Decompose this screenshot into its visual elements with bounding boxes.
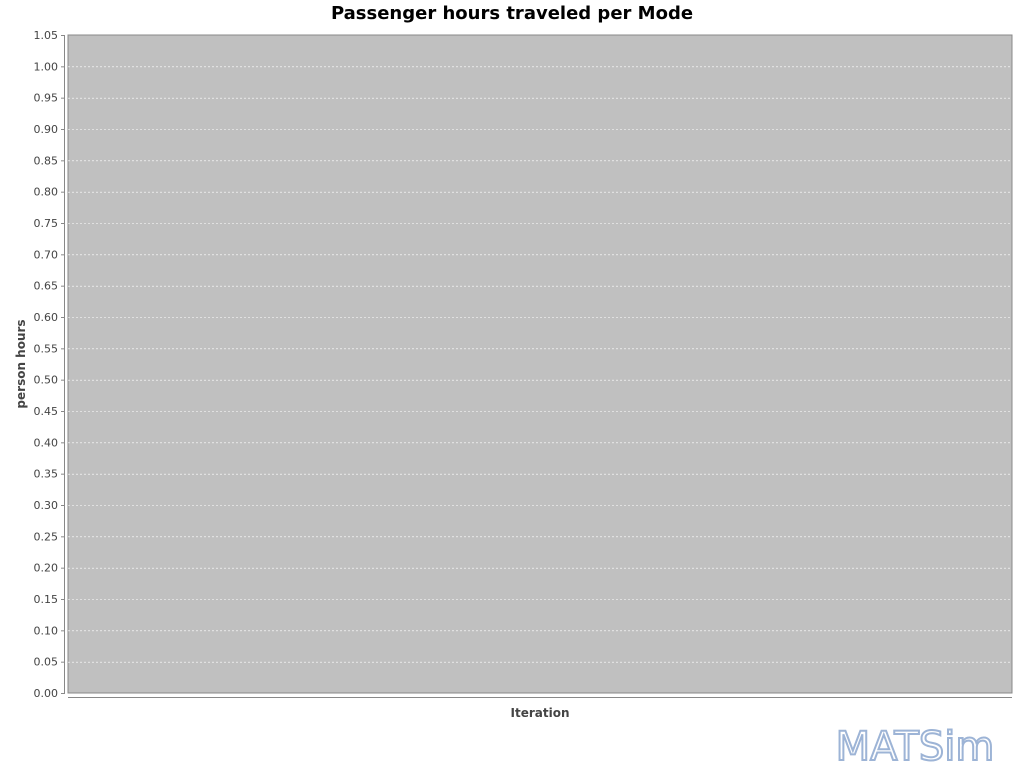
- chart-title: Passenger hours traveled per Mode: [330, 3, 694, 24]
- y-tick-label: 0.00: [34, 687, 59, 700]
- y-tick-label: 0.10: [34, 624, 59, 637]
- y-tick-label: 0.60: [34, 311, 59, 324]
- y-tick-label: 0.35: [34, 468, 59, 481]
- y-tick-label: 0.80: [34, 186, 59, 199]
- y-tick-label: 0.45: [34, 405, 59, 418]
- y-tick-label: 0.55: [34, 342, 59, 355]
- y-tick-label: 0.30: [34, 499, 59, 512]
- y-tick-label: 0.70: [34, 248, 59, 261]
- y-tick-label: 0.40: [34, 436, 59, 449]
- y-tick-label: 1.05: [34, 29, 59, 42]
- y-tick-label: 0.85: [34, 154, 59, 167]
- matsim-logo-text: MATSim: [836, 724, 995, 768]
- y-tick-label: 0.65: [34, 280, 59, 293]
- y-tick-label: 0.15: [34, 593, 59, 606]
- x-axis-title: Iteration: [510, 706, 570, 720]
- y-tick-label: 0.75: [34, 217, 59, 230]
- y-tick-label: 0.20: [34, 562, 59, 575]
- y-tick-label: 0.05: [34, 656, 59, 669]
- matsim-logo: MATSim: [835, 723, 996, 768]
- y-tick-label: 0.90: [34, 123, 59, 136]
- y-tick-label: 0.25: [34, 530, 59, 543]
- plot-area: [67, 34, 1013, 694]
- gridlines: [68, 66, 1012, 663]
- y-tick-label: 1.00: [34, 60, 59, 73]
- y-axis-ticks: 0.00 0.05 0.10 0.15 0.20 0.25 0.30 0.35 0.40 0.45…: [34, 29, 65, 700]
- y-tick-label: 0.95: [34, 92, 59, 105]
- y-tick-label: 0.50: [34, 374, 59, 387]
